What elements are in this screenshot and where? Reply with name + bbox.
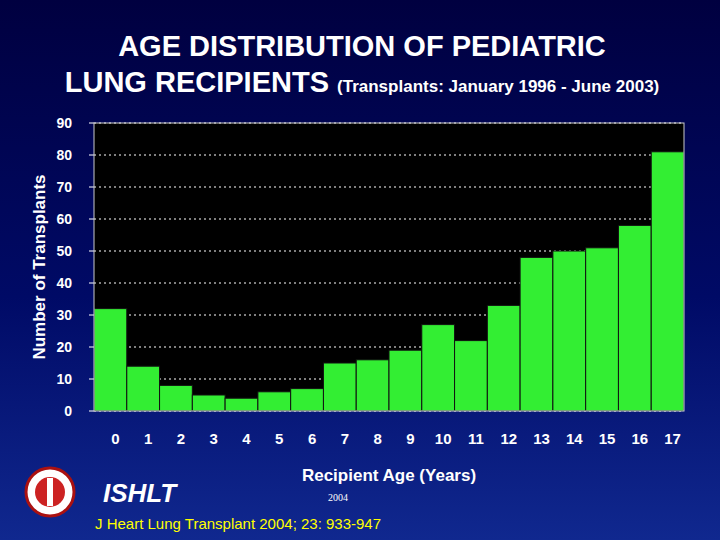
bar — [94, 309, 127, 411]
y-tick — [89, 123, 94, 124]
y-tick-label: 50 — [56, 243, 72, 259]
x-tick-label: 15 — [599, 430, 616, 447]
bar — [356, 360, 389, 411]
bar — [192, 395, 225, 411]
bar — [618, 225, 651, 411]
y-tick-label: 80 — [56, 147, 72, 163]
y-tick-label: 10 — [56, 371, 72, 387]
x-tick-label: 13 — [533, 430, 550, 447]
y-tick — [89, 219, 94, 220]
annotation: J Heart Lung Transplant 2004; 23: 933-94… — [95, 515, 381, 532]
bar — [651, 152, 684, 411]
x-tick-label: 6 — [308, 430, 316, 447]
x-tick-label: 12 — [500, 430, 517, 447]
x-tick-label: 16 — [631, 430, 648, 447]
x-tick-label: 8 — [373, 430, 381, 447]
y-tick — [89, 187, 94, 188]
y-tick — [89, 379, 94, 380]
annotation: ISHLT — [103, 478, 178, 508]
x-axis-label: Recipient Age (Years) — [302, 466, 476, 485]
bars — [94, 152, 684, 411]
bar — [127, 366, 160, 411]
x-tick-label: 7 — [341, 430, 349, 447]
x-tick-label: 5 — [275, 430, 283, 447]
x-tick-label: 10 — [435, 430, 452, 447]
plot-area — [94, 123, 684, 411]
bar — [225, 398, 258, 411]
x-tick-label: 2 — [177, 430, 185, 447]
y-tick-label: 40 — [56, 275, 72, 291]
bar — [586, 248, 619, 411]
x-tick-label: 17 — [664, 430, 681, 447]
grid-line — [94, 219, 684, 220]
x-tick-label: 9 — [406, 430, 414, 447]
logo-bar — [47, 478, 53, 506]
x-tick-label: 11 — [468, 430, 484, 447]
bar — [487, 305, 520, 411]
title: LUNG RECIPIENTS (Transplants: January 19… — [65, 66, 660, 98]
grid-line — [94, 155, 684, 156]
x-tick-label: 1 — [144, 430, 152, 447]
bar — [323, 363, 356, 411]
title: AGE DISTRIBUTION OF PEDIATRIC — [118, 30, 606, 62]
x-tick-label: 3 — [210, 430, 218, 447]
x-tick-label: 4 — [242, 430, 251, 447]
logo-ring — [26, 468, 74, 516]
bar — [553, 251, 586, 411]
bar — [258, 392, 291, 411]
chart-root: AGE DISTRIBUTION OF PEDIATRIC LUNG RECIPI… — [0, 0, 720, 540]
bar — [291, 389, 324, 411]
plot-frame — [94, 123, 684, 411]
y-tick-label: 20 — [56, 339, 72, 355]
y-tick — [89, 251, 94, 252]
chart-svg: AGE DISTRIBUTION OF PEDIATRIC LUNG RECIPI… — [0, 0, 720, 540]
y-tick-label: 90 — [56, 115, 72, 131]
title-part: LUNG RECIPIENTS — [65, 66, 337, 98]
y-tick — [89, 315, 94, 316]
bar — [455, 341, 488, 411]
y-tick-label: 0 — [64, 403, 72, 419]
logo — [26, 468, 74, 516]
y-tick — [89, 411, 94, 412]
y-tick — [89, 283, 94, 284]
bar — [389, 350, 422, 411]
bar — [422, 325, 455, 411]
x-tick-label: 0 — [111, 430, 119, 447]
x-tick-label: 14 — [566, 430, 583, 447]
y-tick — [89, 155, 94, 156]
y-tick — [89, 347, 94, 348]
y-tick-label: 30 — [56, 307, 72, 323]
bar — [160, 385, 193, 411]
subtitle: (Transplants: January 1996 - June 2003) — [337, 77, 659, 96]
grid-line — [94, 187, 684, 188]
logo-core — [35, 477, 65, 507]
annotation: 2004 — [328, 492, 348, 503]
bar — [520, 257, 553, 411]
y-tick-label: 60 — [56, 211, 72, 227]
y-tick-label: 70 — [56, 179, 72, 195]
y-axis-label: Number of Transplants — [30, 174, 49, 359]
